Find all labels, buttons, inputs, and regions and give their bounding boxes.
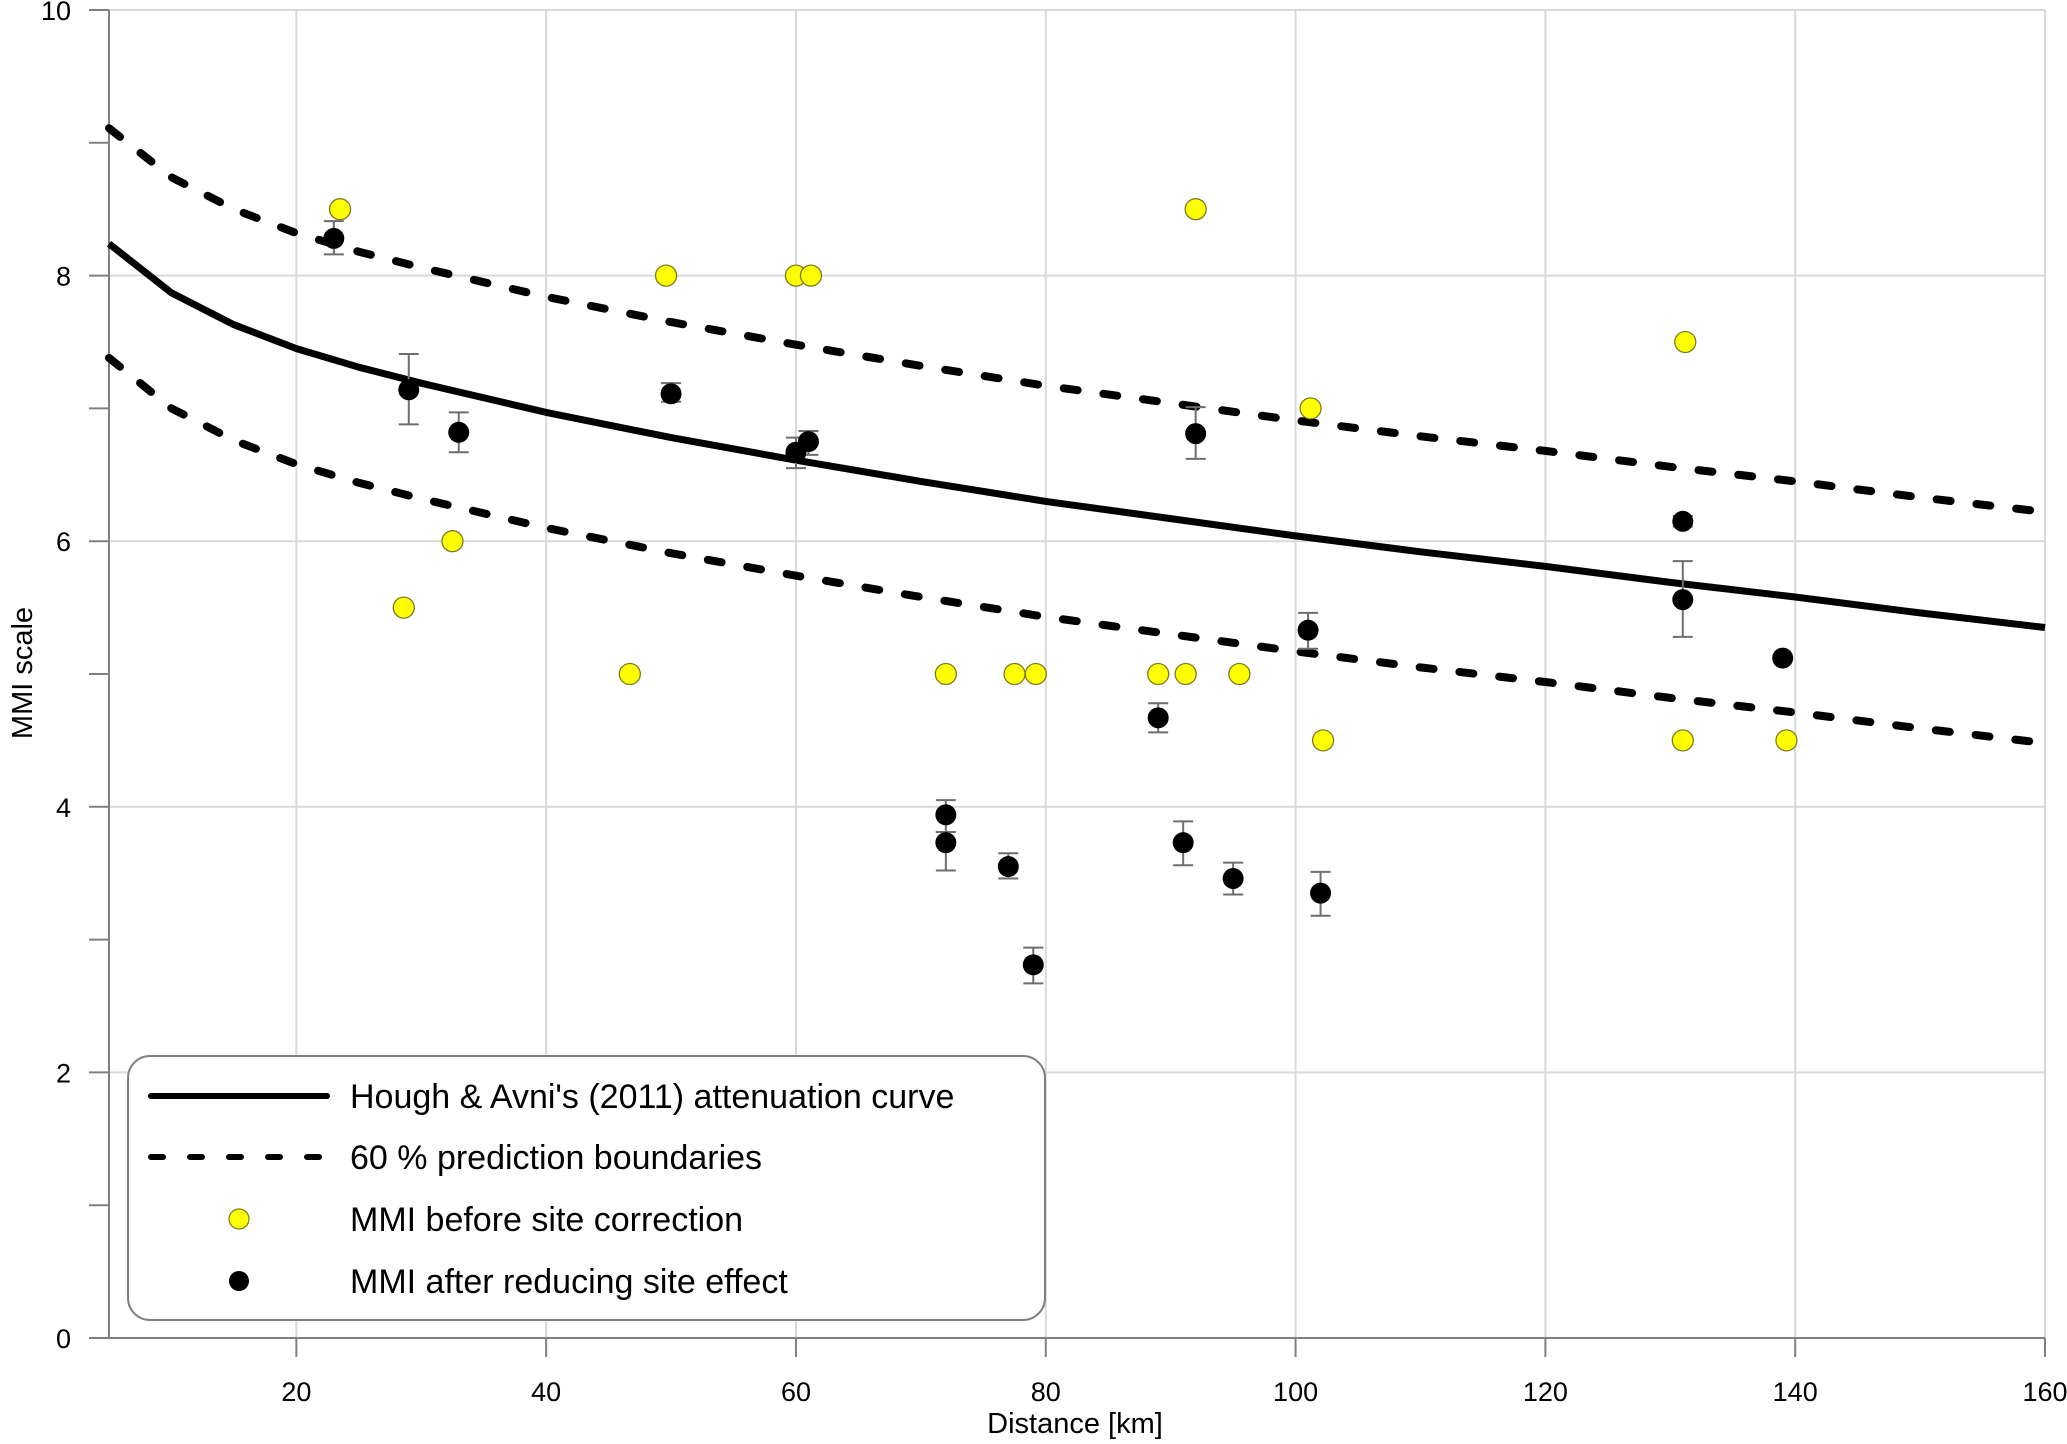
before-correction-point [654, 264, 678, 287]
after-correction-point [1310, 882, 1332, 904]
after-correction-point [1222, 868, 1244, 890]
x-tick-label: 100 [1273, 1377, 1318, 1407]
legend-box [127, 1055, 1046, 1321]
after-correction-point [398, 379, 420, 401]
after-correction-point [1772, 647, 1794, 669]
legend-label-before-correction: MMI before site correction [350, 1201, 743, 1239]
grid [109, 9, 2046, 1339]
y-tick-label: 6 [56, 527, 71, 557]
x-tick-label: 40 [531, 1377, 561, 1407]
before-correction-point [1299, 397, 1322, 420]
after-correction-point [1297, 619, 1319, 641]
before-correction-point [1775, 729, 1798, 752]
before-correction-point [1184, 198, 1207, 221]
before-correction-points [328, 198, 1798, 752]
before-correction-point [934, 662, 958, 686]
x-tick-label: 120 [1523, 1377, 1568, 1407]
attenuation-curve-line [106, 240, 2046, 631]
before-correction-point [1671, 729, 1694, 752]
legend-yellow-circle-icon [228, 1208, 250, 1230]
after-correction-point [1672, 510, 1694, 532]
after-correction-point [935, 832, 957, 854]
after-correction-point [1172, 832, 1194, 854]
after-correction-point [935, 804, 957, 826]
legend-black-circle-icon [229, 1271, 249, 1291]
x-tick-label: 80 [1031, 1377, 1061, 1407]
before-correction-point [1147, 662, 1170, 686]
before-correction-point [1228, 662, 1251, 686]
x-tick-label: 20 [281, 1377, 311, 1407]
y-tick-labels: 0 2 4 6 8 10 [41, 0, 71, 1354]
y-tick-label: 2 [56, 1058, 71, 1088]
y-axis-title: MMI scale [7, 607, 39, 739]
after-correction-point [323, 227, 345, 249]
prediction-boundary-line [105, 353, 2049, 748]
y-tick-label: 10 [41, 0, 71, 26]
before-correction-point [441, 530, 464, 553]
before-correction-point [328, 198, 352, 221]
legend-label-after-correction: MMI after reducing site effect [350, 1263, 788, 1301]
after-correction-point [1147, 707, 1169, 729]
after-correction-point [660, 383, 682, 405]
x-tick-label: 60 [781, 1377, 811, 1407]
before-correction-point [618, 662, 641, 686]
axes [89, 9, 2046, 1357]
curves [105, 124, 2049, 748]
x-tick-label: 160 [2022, 1377, 2067, 1407]
prediction-boundary-line [105, 124, 2049, 516]
after-correction-point [1672, 589, 1694, 611]
y-tick-label: 4 [56, 793, 71, 823]
before-correction-point [1674, 330, 1697, 354]
before-correction-point [1311, 729, 1335, 752]
after-correction-point [1022, 954, 1044, 976]
after-correction-point [997, 856, 1019, 878]
x-tick-label: 140 [1773, 1377, 1818, 1407]
legend: Hough & Avni's (2011) attenuation curve … [127, 1055, 1046, 1321]
after-correction-point [1185, 423, 1207, 445]
y-tick-label: 8 [56, 262, 71, 292]
before-correction-point [799, 264, 823, 287]
before-correction-point [392, 596, 415, 619]
y-tick-label: 0 [56, 1324, 71, 1354]
before-correction-point [1174, 662, 1197, 686]
before-correction-point [1003, 662, 1026, 686]
after-correction-point [797, 431, 819, 453]
legend-label-attenuation-curve: Hough & Avni's (2011) attenuation curve [350, 1078, 954, 1116]
before-correction-point [1024, 662, 1047, 686]
after-correction-point [448, 421, 470, 443]
x-axis-title: Distance [km] [987, 1408, 1163, 1440]
x-tick-labels: 20 40 60 80 100 120 140 160 [281, 1377, 2067, 1407]
after-correction-points [323, 220, 1794, 985]
legend-label-prediction-boundaries: 60 % prediction boundaries [350, 1139, 762, 1177]
